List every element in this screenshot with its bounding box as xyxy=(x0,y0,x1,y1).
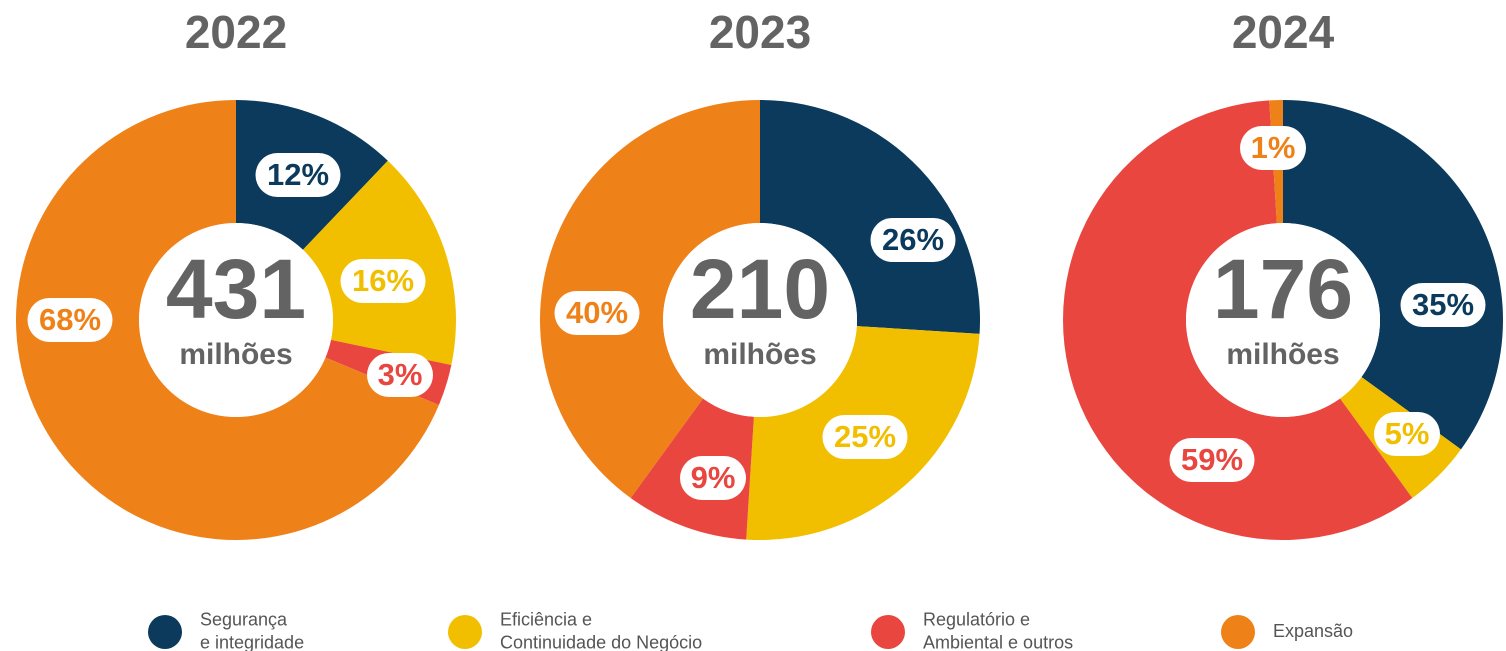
label-pill xyxy=(340,259,426,303)
legend-label: Segurança xyxy=(200,609,288,629)
data-label: 9% xyxy=(691,460,736,495)
chart-title: 2023 xyxy=(709,6,811,58)
data-label: 1% xyxy=(1251,130,1296,165)
label-pill xyxy=(27,298,113,342)
data-label: 68% xyxy=(39,302,101,337)
legend-label: Eficiência e xyxy=(500,609,592,629)
legend-label: e integridade xyxy=(200,632,304,651)
legend-swatch xyxy=(1221,615,1255,649)
slice xyxy=(540,100,760,498)
label-pill xyxy=(255,153,341,197)
center-unit: milhões xyxy=(703,338,816,371)
donut-hole xyxy=(663,223,857,417)
label-pill xyxy=(367,353,433,397)
slice xyxy=(15,99,439,540)
label-pill xyxy=(870,218,956,262)
label-pill xyxy=(680,456,746,500)
legend-label: Continuidade do Negócio xyxy=(500,632,702,651)
slice xyxy=(760,100,980,334)
center-unit: milhões xyxy=(179,338,292,371)
donut-hole xyxy=(1186,223,1380,417)
data-label: 25% xyxy=(834,419,896,454)
data-label: 5% xyxy=(1385,416,1430,451)
data-label: 59% xyxy=(1181,442,1243,477)
data-label: 16% xyxy=(352,263,414,298)
center-total: 176 xyxy=(1213,242,1353,336)
legend-swatch xyxy=(148,615,182,649)
center-unit: milhões xyxy=(1226,338,1339,371)
center-total: 431 xyxy=(166,242,306,336)
data-label: 12% xyxy=(267,157,329,192)
chart-title: 2024 xyxy=(1232,6,1335,58)
data-label: 40% xyxy=(566,295,628,330)
label-pill xyxy=(1169,438,1255,482)
legend-label: Expansão xyxy=(1273,621,1353,641)
label-pill xyxy=(554,291,640,335)
label-pill xyxy=(1374,412,1440,456)
chart-title: 2022 xyxy=(185,6,287,58)
legend-swatch xyxy=(871,615,905,649)
label-pill xyxy=(1240,126,1306,170)
legend-swatch xyxy=(448,615,482,649)
label-pill xyxy=(822,415,908,459)
legend-label: Regulatório e xyxy=(923,609,1030,629)
center-total: 210 xyxy=(690,242,830,336)
slice xyxy=(1063,100,1413,540)
label-pill xyxy=(1400,283,1486,327)
donut-hole xyxy=(139,223,333,417)
data-label: 26% xyxy=(882,222,944,257)
data-label: 3% xyxy=(378,357,423,392)
legend-label: Ambiental e outros xyxy=(923,632,1073,651)
data-label: 35% xyxy=(1412,287,1474,322)
slice xyxy=(1283,100,1503,450)
